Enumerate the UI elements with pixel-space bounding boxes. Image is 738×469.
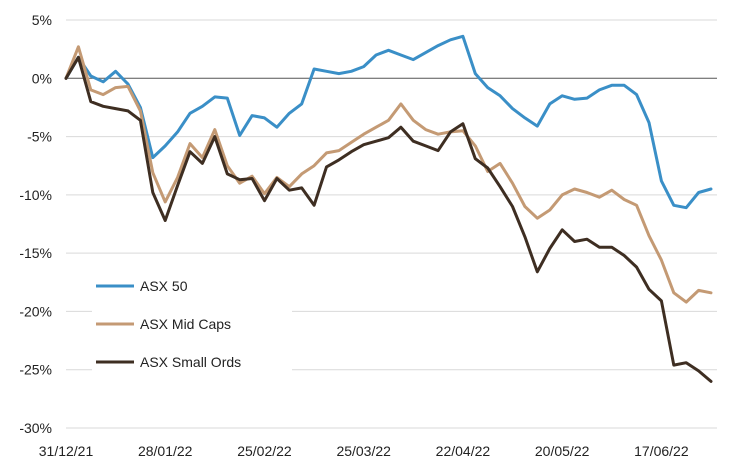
series-lines — [64, 34, 713, 383]
y-tick-label: -25% — [19, 362, 52, 378]
y-tick-label: -30% — [19, 420, 52, 436]
y-tick-label: 0% — [32, 70, 52, 86]
legend-label-asx-mid-caps: ASX Mid Caps — [140, 316, 231, 332]
y-tick-label: -15% — [19, 245, 52, 261]
x-tick-label: 25/03/22 — [336, 443, 391, 459]
legend: ASX 50 ASX Mid Caps ASX Small Ords — [92, 270, 292, 376]
series-line-asx-50 — [64, 34, 713, 210]
x-tick-label: 22/04/22 — [436, 443, 491, 459]
x-tick-label: 31/12/21 — [39, 443, 94, 459]
y-tick-label: -10% — [19, 187, 52, 203]
series-line-asx-mid-caps — [64, 45, 713, 304]
x-tick-label: 20/05/22 — [535, 443, 590, 459]
x-tick-label: 25/02/22 — [237, 443, 292, 459]
y-tick-label: -20% — [19, 303, 52, 319]
series-line-asx-small-ords — [64, 55, 713, 383]
y-tick-label: 5% — [32, 12, 52, 28]
legend-label-asx-50: ASX 50 — [140, 278, 188, 294]
x-tick-label: 17/06/22 — [634, 443, 689, 459]
legend-label-asx-small-ords: ASX Small Ords — [140, 354, 241, 370]
axes: 5% 0% -5% -10% -15% -20% -25% -30% 31/12/21 28/01… — [19, 12, 717, 459]
y-tick-label: -5% — [27, 129, 52, 145]
x-tick-label: 28/01/22 — [138, 443, 193, 459]
